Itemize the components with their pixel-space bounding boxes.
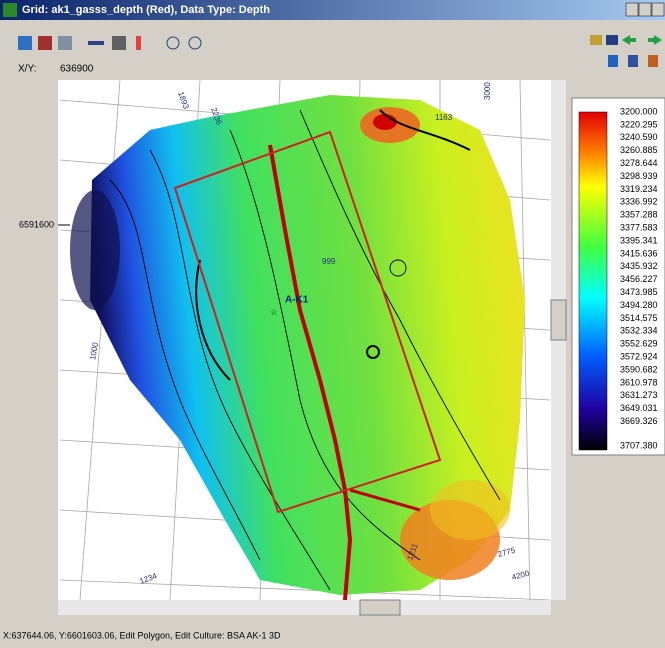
well-label: A-K1: [285, 295, 309, 306]
map: ☆: [59, 80, 551, 600]
colorbar-label: 3590.682: [620, 364, 658, 374]
colorbar-label: 3415.636: [620, 248, 658, 258]
colorbar-label: 3572.924: [620, 351, 658, 361]
colorbar-label: 3456.227: [620, 274, 658, 284]
close-button[interactable]: [651, 2, 665, 17]
toolbar: [18, 35, 662, 67]
minimize-button[interactable]: [625, 2, 639, 17]
tool-button[interactable]: [648, 55, 658, 67]
tool-button[interactable]: [628, 55, 638, 67]
back-button[interactable]: [622, 35, 636, 45]
contours: [109, 109, 501, 591]
tool-button[interactable]: [38, 36, 52, 50]
colorbar-label: 3669.326: [620, 416, 658, 426]
tool-button[interactable]: [136, 36, 141, 50]
y-axis-label: 6591600: [19, 219, 54, 229]
colorbar: [578, 111, 608, 451]
depth-surface: [90, 95, 525, 595]
contour-label: 3000: [483, 82, 492, 100]
tool-button[interactable]: [58, 36, 72, 50]
scroll-thumb[interactable]: [550, 299, 567, 341]
fault: [268, 144, 353, 600]
colorbar-label: 3278.644: [620, 158, 658, 168]
xy-value: 636900: [60, 64, 94, 75]
colorbar-label: 3395.341: [620, 235, 658, 245]
shallow-area: [373, 114, 397, 130]
tool-button[interactable]: [608, 55, 618, 67]
colorbar-label: 3319.234: [620, 184, 658, 194]
colorbar-label: 3377.583: [620, 222, 658, 232]
zoom-in[interactable]: [166, 36, 180, 50]
open-button[interactable]: [590, 35, 602, 45]
colorbar-label: 3260.885: [620, 145, 658, 155]
contour-label: 1000: [88, 341, 100, 361]
scroll-thumb[interactable]: [359, 599, 401, 616]
colorbar-label: 3240.590: [620, 132, 658, 142]
app-icon: [3, 3, 17, 17]
horizontal-scrollbar[interactable]: [58, 600, 551, 615]
contour-label: 1163: [435, 113, 453, 122]
colorbar-label: 3552.629: [620, 339, 658, 349]
colorbar-label: 3514.575: [620, 313, 658, 323]
colorbar-label: 3610.978: [620, 377, 658, 387]
colorbar-label: 3435.932: [620, 261, 658, 271]
deep-area: [70, 190, 120, 310]
title-bar: [0, 0, 665, 20]
colorbar-label: 3649.031: [620, 403, 658, 413]
xy-label: X/Y:: [18, 64, 36, 75]
tool-button[interactable]: [88, 41, 104, 45]
edit-polygon[interactable]: [173, 130, 442, 514]
tool-button[interactable]: [112, 36, 126, 50]
colorbar-label: 3532.334: [620, 326, 658, 336]
colorbar-label: 3298.939: [620, 171, 658, 181]
colorbar-label: 3631.273: [620, 390, 658, 400]
window-title: Grid: ak1_gasss_depth (Red), Data Type: …: [22, 4, 270, 16]
fault: [349, 488, 421, 512]
colorbar-label: 3473.985: [620, 287, 658, 297]
save-button[interactable]: [606, 35, 618, 45]
colorbar-label: 3220.295: [620, 119, 658, 129]
colorbar-label: 3494.280: [620, 300, 658, 310]
colorbar-label: 3200.000: [620, 106, 658, 116]
shallow-area: [430, 480, 510, 540]
tool-button[interactable]: [18, 36, 32, 50]
contour-label: 999: [322, 257, 336, 266]
colorbar-label: 3707.380: [620, 440, 658, 450]
maximize-button[interactable]: [638, 2, 652, 17]
forward-button[interactable]: [648, 35, 662, 45]
colorbar-label: 3357.288: [620, 210, 658, 220]
well-symbol: ☆: [270, 308, 277, 317]
zoom-out[interactable]: [188, 36, 202, 50]
colorbar-label: 3336.992: [620, 197, 658, 207]
colorbar-labels: 3200.000 3220.295 3240.590 3260.885 3278.644…: [620, 106, 658, 450]
status-bar: X:637644.06, Y:6601603.06, Edit Polygon,…: [3, 630, 281, 640]
